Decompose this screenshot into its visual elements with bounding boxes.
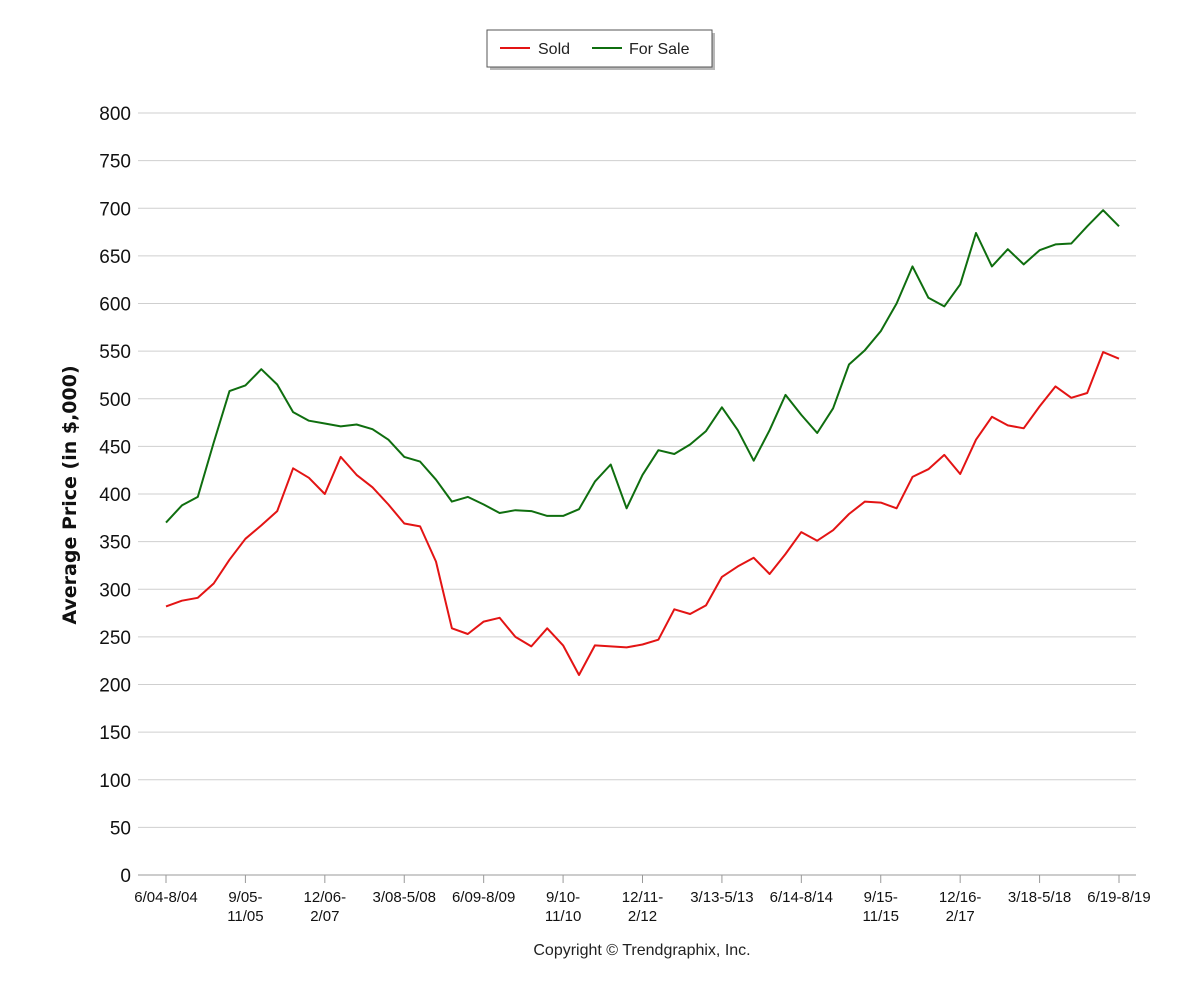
y-tick-label: 150	[99, 723, 131, 744]
x-tick-label: 2/17	[946, 908, 975, 925]
x-tick-label: 3/13-5/13	[690, 889, 753, 906]
series-line-sold	[165, 351, 1120, 676]
x-tick-label: 11/15	[863, 908, 899, 925]
x-tick-label: 12/16-	[939, 889, 982, 906]
y-tick-label: 700	[99, 199, 131, 220]
x-tick-label: 2/07	[310, 908, 339, 925]
x-tick-label: 2/12	[628, 908, 657, 925]
x-tick-label: 6/09-8/09	[452, 889, 515, 906]
x-tick-label: 6/14-8/14	[770, 889, 833, 906]
y-tick-label: 500	[99, 390, 131, 411]
y-tick-label: 400	[99, 485, 131, 506]
y-tick-label: 800	[99, 104, 131, 125]
y-tick-label: 650	[99, 247, 131, 268]
y-axis-ticks: 0 50 100 150 200 250 300 350 400 450 500 550 600 650 7…	[99, 104, 131, 887]
y-tick-label: 0	[120, 866, 131, 887]
x-tick-label: 6/19-8/19	[1087, 889, 1150, 906]
y-tick-label: 550	[99, 342, 131, 363]
legend-label-sold: Sold	[538, 41, 570, 58]
gridlines	[138, 112, 1136, 876]
x-tick-label: 12/11-	[622, 889, 663, 906]
x-tick-label: 9/05-	[228, 889, 262, 906]
x-tick-label: 6/04-8/04	[134, 889, 197, 906]
x-tick-label: 11/05	[227, 908, 263, 925]
y-tick-label: 250	[99, 628, 131, 649]
x-tick-label: 11/10	[545, 908, 581, 925]
legend-label-for-sale: For Sale	[629, 41, 690, 58]
y-axis-label: Average Price (in $,000)	[59, 365, 81, 624]
x-tick-label: 9/15-	[864, 889, 898, 906]
legend: Sold For Sale	[486, 29, 715, 70]
series-lines	[165, 209, 1120, 676]
y-tick-label: 200	[99, 676, 131, 697]
y-tick-label: 100	[99, 771, 131, 792]
y-tick-label: 300	[99, 580, 131, 601]
y-tick-label: 750	[99, 152, 131, 173]
y-tick-label: 50	[110, 818, 131, 839]
y-tick-label: 450	[99, 437, 131, 458]
x-tick-label: 3/18-5/18	[1008, 889, 1071, 906]
copyright-text: Copyright © Trendgraphix, Inc.	[533, 942, 750, 959]
series-line-for-sale	[165, 209, 1120, 524]
x-tick-label: 9/10-	[546, 889, 580, 906]
x-tick-label: 12/06-	[304, 889, 347, 906]
x-axis-ticks: 6/04-8/04 9/05- 11/05 12/06- 2/07 3/08-5/08 6/…	[134, 875, 1151, 925]
y-tick-label: 350	[99, 533, 131, 554]
x-tick-label: 3/08-5/08	[373, 889, 436, 906]
y-tick-label: 600	[99, 295, 131, 316]
